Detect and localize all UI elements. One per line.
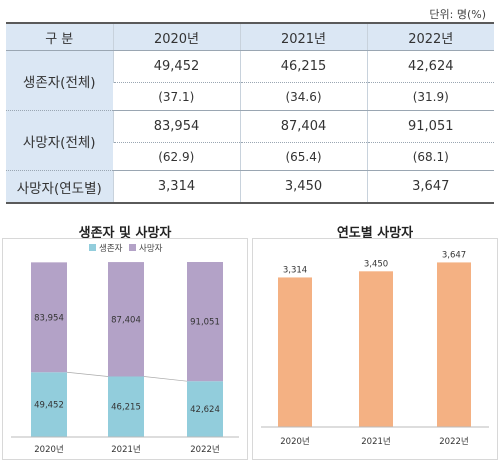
x-tick-label: 2020년: [280, 436, 309, 447]
data-label: 49,452: [34, 401, 64, 411]
category-header: 구 분: [6, 22, 113, 51]
legend-label: 생존자: [99, 243, 123, 254]
bar: [359, 271, 393, 427]
x-tick-label: 2020년: [34, 444, 63, 455]
data-label: 87,404: [111, 315, 141, 325]
row-label-deaths-yearly: 사망자(연도별): [6, 170, 113, 204]
table-cell-percent: (34.6): [239, 82, 367, 111]
bar-segment: [31, 262, 67, 373]
row-label-deaths-total: 사망자(전체): [6, 110, 113, 171]
table-cell-percent: (62.9): [113, 142, 240, 171]
bar-segment: [108, 262, 144, 377]
bar-segment: [108, 376, 144, 437]
data-label: 42,624: [190, 405, 220, 415]
year-header: 2020년: [112, 22, 240, 51]
x-tick-label: 2022년: [439, 436, 468, 447]
table-cell: 42,624: [366, 50, 494, 83]
table-cell: 46,215: [239, 50, 367, 83]
yearly-deaths-bar-chart: 3,314 2020년 3,450 2021년 3,647 2022년: [261, 250, 489, 447]
yearly-chart-title: 연도별 사망자: [336, 226, 414, 241]
table-cell-percent: (65.4): [239, 142, 367, 171]
table-cell: 49,452: [112, 50, 240, 83]
x-tick-label: 2022년: [190, 444, 219, 455]
yearly-chart-panel: 3,314 2020년 3,450 2021년 3,647 2022년: [252, 238, 498, 460]
stacked-chart-title: 생존자 및 사망자: [78, 226, 172, 241]
bar: [278, 277, 312, 427]
legend-label: 사망자: [139, 243, 163, 254]
year-header: 2022년: [366, 22, 494, 51]
year-header: 2021년: [239, 22, 367, 51]
x-tick-label: 2021년: [361, 436, 390, 447]
table-cell-percent: (37.1): [113, 82, 240, 111]
table-cell: 83,954: [112, 110, 240, 143]
data-label: 3,314: [283, 265, 307, 275]
series-connector-line: [143, 376, 188, 382]
table-cell: 3,314: [112, 170, 240, 204]
bar-segment: [31, 372, 67, 437]
unit-label: 단위: 명(%): [429, 8, 486, 21]
table-cell-percent: (31.9): [366, 82, 494, 111]
table-cell: 3,647: [366, 170, 494, 204]
table-cell: 91,051: [366, 110, 494, 143]
data-label: 83,954: [34, 313, 64, 323]
table-cell: 87,404: [239, 110, 367, 143]
bar-segment: [187, 262, 223, 382]
data-label: 46,215: [111, 403, 141, 413]
stacked-chart-panel: 생존자 사망자 49,452 83,954 2020년 46,215 87,404 2021년…: [2, 238, 248, 460]
row-label-survivors: 생존자(전체): [6, 50, 113, 111]
data-label: 3,450: [364, 259, 388, 269]
x-tick-label: 2021년: [111, 444, 140, 455]
bar: [437, 262, 471, 427]
legend-swatch: [129, 244, 136, 251]
data-label: 91,051: [190, 318, 220, 328]
bar-segment: [187, 381, 223, 437]
table-cell: 3,450: [239, 170, 367, 204]
statistics-table: 구 분 2020년 2021년 2022년 생존자(전체) 49,452 46,…: [6, 22, 494, 204]
stacked-bar-chart: 생존자 사망자 49,452 83,954 2020년 46,215 87,404 2021년…: [11, 243, 239, 455]
table-cell-percent: (68.1): [366, 142, 494, 171]
data-label: 3,647: [442, 250, 466, 260]
series-connector-line: [66, 371, 109, 377]
legend-swatch: [89, 244, 96, 251]
